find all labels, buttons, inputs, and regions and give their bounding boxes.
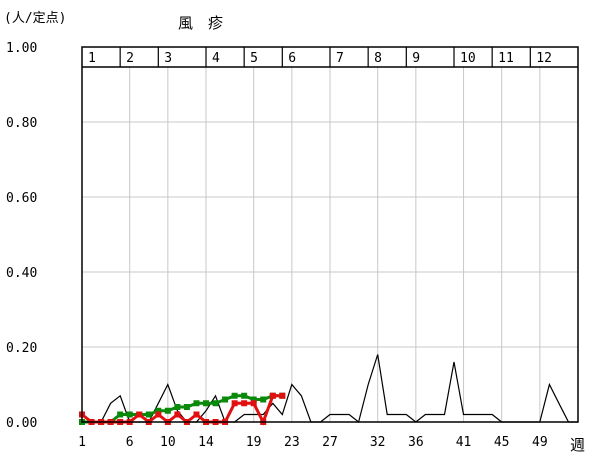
x-tick-label: 32 [370, 435, 386, 450]
month-label: 1 [88, 51, 96, 66]
month-label: 5 [250, 51, 258, 66]
month-label: 7 [336, 51, 344, 66]
series-line [82, 394, 283, 424]
y-tick-label: 0.40 [6, 266, 37, 281]
y-tick-label: 0.20 [6, 341, 37, 356]
data-point [222, 396, 229, 403]
y-tick-label: 1.00 [6, 41, 37, 56]
x-tick-label: 10 [160, 435, 176, 450]
data-point [183, 404, 190, 410]
chart-title: 風 疹 [178, 14, 223, 32]
x-tick-label: 41 [456, 435, 472, 450]
data-point [174, 404, 181, 410]
data-point [250, 396, 257, 403]
x-tick-label: 23 [284, 435, 300, 450]
x-tick-label: 14 [198, 435, 214, 450]
x-tick-label: 49 [532, 435, 548, 450]
series-0 [82, 354, 578, 424]
data-point [193, 411, 200, 418]
month-band: 1 2 3 4 5 6 7 8 9 10 11 12 [82, 47, 578, 68]
data-point [260, 396, 267, 403]
month-label: 3 [164, 51, 172, 66]
data-point [117, 411, 124, 418]
data-point [136, 411, 143, 418]
tick-labels: 0.000.200.400.600.801.001 6 10 14 19 23 27 32 36… [6, 41, 548, 450]
month-label: 6 [288, 51, 296, 66]
x-tick-label: 36 [408, 435, 424, 450]
month-label: 9 [412, 51, 420, 66]
data-point [145, 411, 152, 418]
month-label: 8 [374, 51, 382, 66]
data-point [193, 400, 200, 407]
data-point [203, 400, 209, 407]
data-point [279, 392, 286, 399]
y-tick-label: 0.80 [6, 116, 37, 131]
data-point [155, 407, 162, 414]
month-label: 2 [126, 51, 134, 66]
plot-frame [81, 46, 579, 423]
y-axis-unit-label: (人/定点) [4, 11, 66, 26]
x-tick-label: 27 [322, 435, 338, 450]
x-tick-label: 45 [494, 435, 510, 450]
gridlines [82, 67, 578, 422]
y-tick-label: 0.60 [6, 191, 37, 206]
data-point [241, 392, 248, 399]
y-tick-label: 0.00 [6, 416, 37, 431]
data-point [269, 392, 276, 399]
month-label: 10 [460, 51, 476, 66]
data-point [174, 411, 181, 418]
x-axis-unit-label: 週 [570, 436, 585, 454]
series-layer [79, 354, 578, 426]
data-point [164, 407, 171, 414]
x-tick-label: 6 [126, 435, 134, 450]
data-point [155, 411, 162, 418]
month-label: 11 [498, 51, 514, 66]
x-tick-label: 1 [78, 435, 86, 450]
month-label: 4 [212, 51, 220, 66]
series-line [82, 354, 578, 424]
data-point [231, 400, 238, 407]
month-label: 12 [536, 51, 552, 66]
data-point [241, 400, 248, 407]
x-tick-label: 19 [246, 435, 262, 450]
data-point [126, 411, 133, 418]
data-point [212, 400, 219, 407]
data-point [250, 400, 257, 407]
data-point [231, 392, 238, 399]
